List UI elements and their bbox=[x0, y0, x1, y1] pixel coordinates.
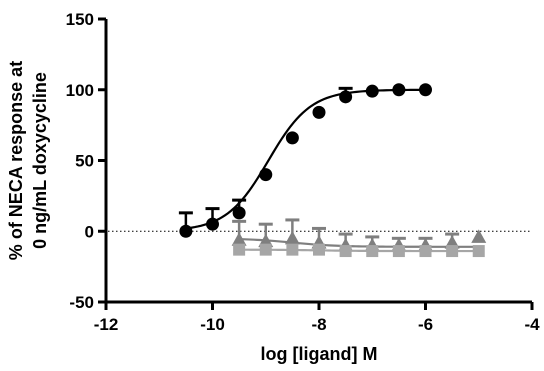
data-point bbox=[259, 243, 272, 256]
data-point bbox=[231, 232, 247, 246]
data-point bbox=[392, 83, 406, 97]
series-2-fit-curve bbox=[239, 238, 479, 248]
data-point bbox=[285, 131, 299, 145]
data-point bbox=[233, 243, 246, 256]
data-point bbox=[313, 243, 325, 256]
series-1-fit-curve bbox=[185, 88, 426, 230]
data-point bbox=[259, 168, 273, 182]
x-tick-label: -8 bbox=[311, 315, 326, 334]
data-point bbox=[339, 90, 353, 104]
plot-area bbox=[178, 83, 487, 258]
y-axis-label-line-2: 0 ng/mL doxycycline bbox=[30, 72, 50, 249]
x-tick-label: -6 bbox=[418, 315, 433, 334]
y-axis-label-line-1: % of NECA response at bbox=[6, 61, 26, 260]
data-point bbox=[286, 243, 299, 256]
data-point bbox=[206, 217, 219, 231]
data-point bbox=[419, 245, 432, 258]
data-point bbox=[471, 229, 487, 243]
data-point bbox=[419, 83, 432, 97]
y-tick-label: 0 bbox=[85, 222, 94, 241]
series-1 bbox=[178, 83, 432, 238]
data-point bbox=[366, 245, 379, 258]
y-tick-label: 100 bbox=[66, 81, 94, 100]
data-point bbox=[472, 245, 485, 258]
x-tick-label: -12 bbox=[94, 315, 119, 334]
x-tick-label: -4 bbox=[524, 315, 540, 334]
data-point bbox=[446, 245, 459, 258]
data-point bbox=[284, 230, 300, 245]
series-3 bbox=[233, 243, 485, 258]
data-point bbox=[179, 224, 193, 238]
data-point bbox=[339, 245, 352, 258]
data-point bbox=[365, 84, 379, 98]
y-tick-label: 150 bbox=[66, 10, 94, 29]
series-3-fit-curve bbox=[239, 248, 479, 253]
data-point bbox=[312, 105, 326, 119]
data-point bbox=[232, 206, 246, 220]
data-point bbox=[392, 245, 405, 258]
axes: -50 0 50 100 150 -12 -10 -8 -6 -4 bbox=[66, 10, 540, 334]
y-tick-label: -50 bbox=[69, 293, 94, 312]
x-axis-label: log [ligand] M bbox=[261, 344, 378, 364]
y-tick-label: 50 bbox=[75, 152, 94, 171]
x-tick-label: -10 bbox=[200, 315, 225, 334]
